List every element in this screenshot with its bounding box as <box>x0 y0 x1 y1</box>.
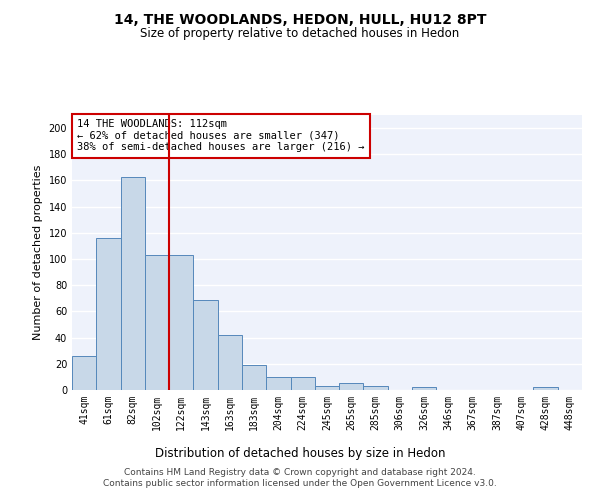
Text: Size of property relative to detached houses in Hedon: Size of property relative to detached ho… <box>140 28 460 40</box>
Bar <box>242 365 266 390</box>
Bar <box>266 377 290 390</box>
Bar <box>218 335 242 390</box>
Bar <box>533 388 558 390</box>
Y-axis label: Number of detached properties: Number of detached properties <box>33 165 43 340</box>
Text: Distribution of detached houses by size in Hedon: Distribution of detached houses by size … <box>155 448 445 460</box>
Bar <box>315 386 339 390</box>
Text: Contains HM Land Registry data © Crown copyright and database right 2024.
Contai: Contains HM Land Registry data © Crown c… <box>103 468 497 487</box>
Bar <box>412 388 436 390</box>
Bar <box>121 176 145 390</box>
Text: 14 THE WOODLANDS: 112sqm
← 62% of detached houses are smaller (347)
38% of semi-: 14 THE WOODLANDS: 112sqm ← 62% of detach… <box>77 119 365 152</box>
Bar <box>364 386 388 390</box>
Bar <box>145 255 169 390</box>
Bar <box>339 384 364 390</box>
Text: 14, THE WOODLANDS, HEDON, HULL, HU12 8PT: 14, THE WOODLANDS, HEDON, HULL, HU12 8PT <box>114 12 486 26</box>
Bar <box>96 238 121 390</box>
Bar <box>290 377 315 390</box>
Bar <box>193 300 218 390</box>
Bar <box>72 356 96 390</box>
Bar <box>169 255 193 390</box>
